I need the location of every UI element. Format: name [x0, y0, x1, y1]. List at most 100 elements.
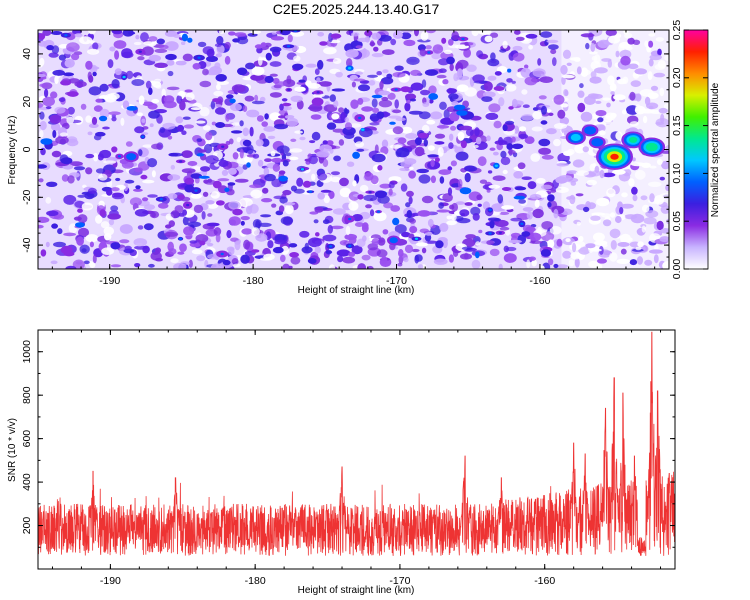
spectrogram-speckle — [570, 252, 582, 260]
spectrogram-speckle — [653, 72, 666, 78]
spectrogram-blob — [126, 106, 138, 111]
spectrogram-speckle — [167, 193, 178, 200]
spectrogram-speckle — [159, 127, 166, 133]
spectrogram-blob — [459, 187, 472, 195]
spectrogram-speckle — [103, 160, 117, 164]
spectrogram-speckle — [318, 81, 332, 87]
spectrogram-blob — [265, 52, 272, 61]
spectrogram-speckle — [525, 33, 538, 39]
snr-y-tick-label: 600 — [21, 430, 33, 448]
spectrogram-speckle — [434, 141, 445, 145]
spectrogram-speckle — [630, 213, 645, 224]
spectrogram-blob — [242, 139, 252, 147]
spectrogram-speckle — [642, 115, 648, 124]
spectrogram-speckle — [110, 205, 119, 212]
spectrogram-speckle — [45, 197, 52, 204]
spectrogram-speckle — [483, 81, 493, 92]
spectrogram-speckle — [373, 211, 387, 222]
spectrogram-speckle — [378, 34, 392, 42]
spectrogram-speckle — [476, 194, 483, 201]
spectrogram-blob — [232, 38, 241, 43]
spectrogram-speckle — [580, 33, 595, 38]
spectrogram-speckle — [456, 217, 471, 224]
spectrogram-speckle — [175, 116, 184, 124]
spectrogram-speckle — [475, 241, 481, 246]
spectrogram-speckle — [410, 69, 421, 76]
spectrogram-speckle — [473, 144, 479, 149]
spectrogram-speckle — [251, 100, 265, 105]
spectrogram-speckle — [216, 44, 225, 54]
spectrogram-speckle — [547, 258, 554, 266]
spectrogram-speckle — [397, 137, 407, 144]
spectrogram-speckle — [95, 168, 106, 174]
spectrogram-speckle — [332, 58, 342, 64]
spectrogram-y-tick-label: 40 — [21, 48, 33, 60]
spectrogram-speckle — [281, 245, 290, 255]
spectrogram-speckle — [250, 189, 263, 199]
spectrogram-speckle — [311, 173, 316, 181]
spectrogram-blob — [428, 93, 439, 100]
spectrogram-speckle — [356, 238, 366, 248]
spectrogram-speckle — [351, 245, 363, 255]
spectrogram-speckle — [465, 234, 476, 239]
spectrogram-speckle — [606, 188, 616, 198]
snr-x-tick-label: -180 — [245, 575, 266, 587]
spectrogram-speckle — [235, 178, 249, 183]
spectrogram-speckle — [428, 85, 437, 95]
spectrogram-blob-core — [348, 67, 352, 70]
spectrogram-speckle — [373, 46, 379, 52]
spectrogram-speckle — [200, 166, 211, 172]
spectrogram-speckle — [345, 49, 359, 58]
spectrogram-speckle — [526, 211, 533, 220]
spectrogram-speckle — [197, 41, 207, 48]
spectrogram-speckle — [530, 153, 541, 162]
spectrogram-speckle — [250, 74, 264, 81]
spectrogram-speckle — [336, 249, 351, 257]
spectrogram-speckle — [308, 155, 319, 165]
spectrogram-speckle — [630, 162, 645, 167]
spectrogram-speckle — [332, 208, 346, 215]
spectrogram-speckle — [597, 117, 604, 123]
spectrogram-speckle — [256, 115, 264, 122]
spectrogram-speckle — [191, 249, 203, 255]
spectrogram-speckle — [401, 126, 413, 134]
spectrogram-speckle — [202, 191, 209, 197]
spectrogram-speckle — [280, 216, 294, 225]
spectrogram-blob — [227, 182, 236, 186]
spectrogram-speckle — [456, 68, 463, 78]
spectrogram-blob-core — [194, 189, 198, 192]
spectrogram-speckle — [531, 259, 537, 267]
spectrogram-speckle — [438, 169, 452, 176]
spectrogram-speckle — [502, 169, 508, 175]
spectrogram-speckle — [602, 97, 611, 101]
spectrogram-speckle — [439, 176, 445, 184]
spectrogram-speckle — [601, 58, 612, 62]
spectrogram-blob — [187, 37, 193, 43]
spectrogram-speckle — [566, 170, 578, 175]
spectrogram-blob-core — [488, 208, 492, 212]
spectrogram-speckle — [597, 39, 610, 49]
spectrogram-blob — [246, 162, 251, 168]
spectrogram-speckle — [185, 92, 195, 101]
spectrogram-speckle — [260, 214, 272, 218]
spectrogram-speckle — [529, 232, 542, 242]
spectrogram-speckle — [541, 221, 554, 230]
spectrogram-speckle — [249, 184, 262, 189]
spectrogram-speckle — [164, 41, 179, 51]
spectrogram-speckle — [73, 166, 86, 171]
spectrogram-speckle — [288, 265, 293, 269]
spectrogram-speckle — [320, 189, 332, 193]
spectrogram-speckle — [271, 203, 277, 208]
spectrogram-speckle — [166, 59, 175, 66]
spectrogram-blob — [298, 79, 306, 83]
spectrogram-speckle — [563, 150, 573, 156]
spectrogram-speckle — [590, 248, 602, 252]
spectrogram-speckle — [556, 239, 562, 247]
spectrogram-speckle — [514, 30, 521, 35]
spectrogram-speckle — [408, 170, 416, 179]
spectrogram-blob-core — [520, 222, 524, 225]
spectrogram-blob-core — [178, 237, 183, 240]
spectrogram-speckle — [629, 121, 639, 127]
spectrogram-speckle — [404, 158, 417, 165]
spectrogram-speckle — [481, 96, 493, 102]
